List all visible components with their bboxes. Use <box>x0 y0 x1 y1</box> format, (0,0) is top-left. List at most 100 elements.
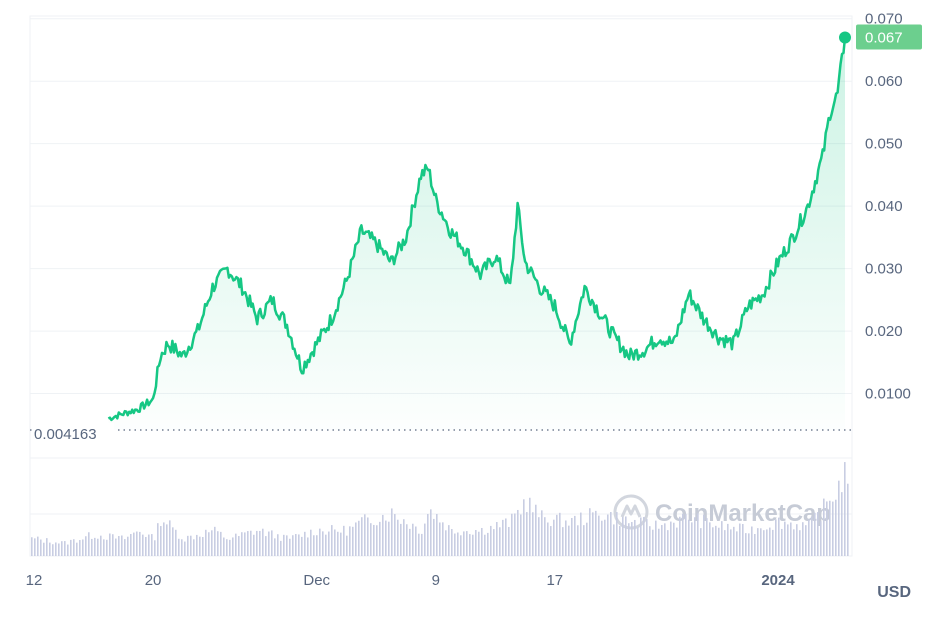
volume-bar <box>73 539 75 556</box>
volume-bar <box>55 542 57 556</box>
volume-bar <box>553 519 555 556</box>
volume-bar <box>583 525 585 556</box>
volume-bar <box>226 539 228 556</box>
volume-bar <box>208 532 210 556</box>
volume-bar <box>301 536 303 556</box>
volume-bar <box>205 529 207 556</box>
volume-bar <box>514 513 516 556</box>
x-tick-label: 2024 <box>761 572 795 589</box>
volume-bar <box>136 531 138 556</box>
volume-bar <box>229 539 231 556</box>
volume-bar <box>169 520 171 556</box>
volume-bar <box>298 534 300 556</box>
volume-bar <box>412 523 414 556</box>
volume-bar <box>664 523 666 556</box>
volume-bar <box>589 508 591 556</box>
volume-bar <box>760 528 762 556</box>
volume-bar <box>475 529 477 556</box>
volume-bar <box>121 535 123 556</box>
volume-bar <box>307 537 309 556</box>
volume-bar <box>235 533 237 556</box>
volume-bar <box>592 512 594 556</box>
volume-bar <box>241 532 243 556</box>
volume-bar <box>808 519 810 556</box>
volume-bar <box>61 541 63 556</box>
volume-bar <box>634 519 636 556</box>
volume-bar <box>118 536 120 556</box>
volume-bar <box>406 524 408 556</box>
volume-bar <box>253 534 255 556</box>
volume-bar <box>601 520 603 556</box>
currency-label: USD <box>877 584 911 601</box>
volume-bar <box>49 542 51 556</box>
volume-bar <box>409 528 411 556</box>
volume-bar <box>811 516 813 556</box>
current-price-label: 0.067 <box>865 29 903 46</box>
volume-bar <box>787 524 789 556</box>
volume-bar <box>109 533 111 556</box>
volume-bar <box>373 524 375 556</box>
volume-bar <box>346 535 348 556</box>
volume-bar <box>625 516 627 556</box>
baseline-label-bg <box>32 422 114 443</box>
volume-bar <box>502 519 504 556</box>
volume-bar <box>100 535 102 556</box>
volume-bar <box>358 520 360 556</box>
watermark-text: CoinMarketCap <box>655 500 831 527</box>
volume-bar <box>172 527 174 556</box>
y-tick-label: 0.050 <box>865 136 903 153</box>
volume-bar <box>757 528 759 556</box>
volume-bar <box>715 525 717 556</box>
volume-bar <box>823 498 825 556</box>
volume-bar <box>697 513 699 556</box>
volume-bar <box>505 518 507 556</box>
volume-bar <box>460 535 462 556</box>
volume-bar <box>694 517 696 556</box>
volume-bar <box>391 508 393 556</box>
volume-bar <box>148 534 150 556</box>
volume-bar <box>310 529 312 556</box>
volume-bar <box>418 533 420 556</box>
volume-bar <box>700 528 702 556</box>
volume-bar <box>184 541 186 556</box>
volume-bar <box>478 531 480 556</box>
volume-bar <box>385 520 387 556</box>
x-tick-label: 12 <box>26 572 43 589</box>
volume-bar <box>256 530 258 556</box>
volume-bar <box>709 522 711 556</box>
volume-bar <box>562 527 564 556</box>
volume-bar <box>526 512 528 556</box>
volume-bar <box>364 514 366 556</box>
y-tick-label: 0.020 <box>865 323 903 340</box>
volume-bar <box>304 531 306 556</box>
volume-bar <box>97 538 99 556</box>
volume-bar <box>283 534 285 556</box>
volume-bar <box>847 483 849 556</box>
volume-bar <box>538 517 540 556</box>
volume-bar <box>835 499 837 556</box>
volume-bar <box>688 519 690 556</box>
volume-bar <box>160 526 162 556</box>
volume-bar <box>739 523 741 556</box>
volume-bar <box>361 517 363 556</box>
volume-bar <box>586 522 588 556</box>
volume-bar <box>340 532 342 556</box>
volume-bar <box>490 525 492 556</box>
volume-bar <box>289 538 291 556</box>
x-tick-label: 9 <box>432 572 440 589</box>
volume-bar <box>331 525 333 556</box>
volume-bar <box>325 534 327 556</box>
volume-bar <box>277 534 279 556</box>
volume-bar <box>718 527 720 556</box>
price-area <box>108 37 845 430</box>
volume-bar <box>529 497 531 556</box>
volume-bar <box>421 533 423 556</box>
volume-bar <box>685 514 687 556</box>
volume-bar <box>442 522 444 556</box>
volume-bar <box>115 538 117 556</box>
volume-bar <box>31 537 33 556</box>
volume-bar <box>67 544 69 556</box>
volume-bar <box>370 523 372 556</box>
volume-bar <box>388 521 390 556</box>
